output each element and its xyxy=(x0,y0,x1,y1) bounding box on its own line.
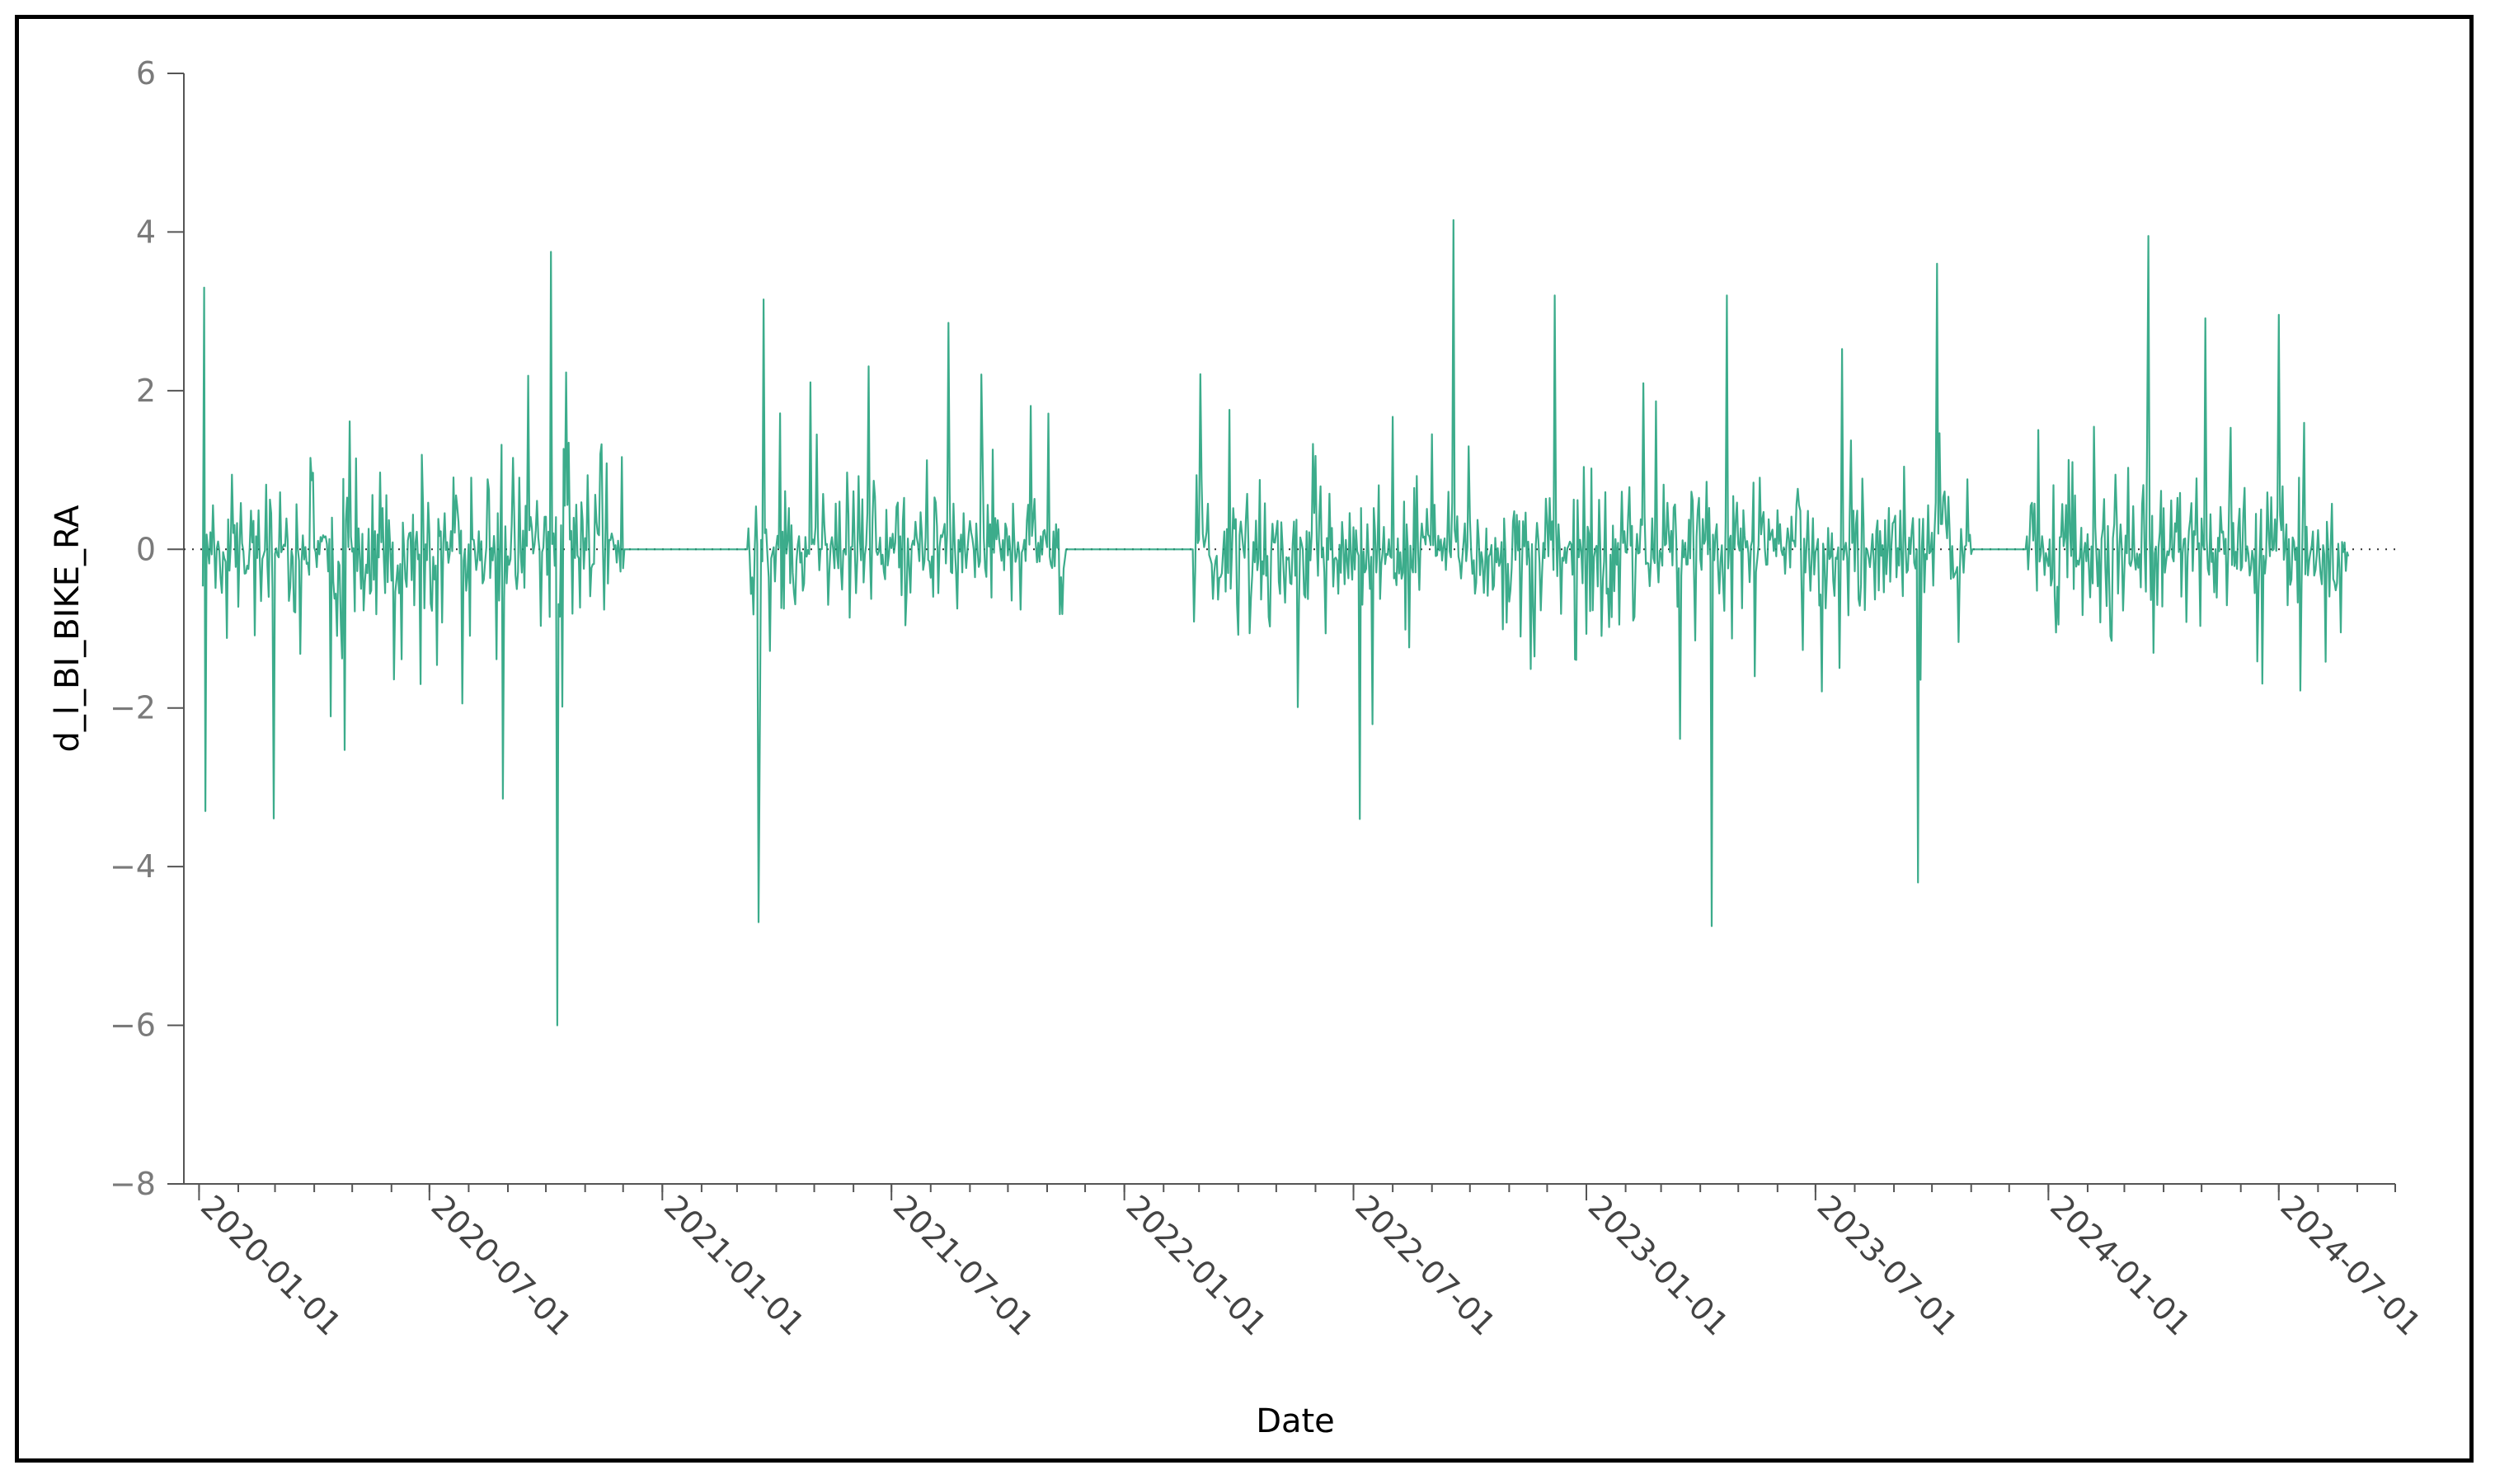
x-tick-label: 2022-01-01 xyxy=(1119,1188,1273,1342)
x-tick-label: 2023-01-01 xyxy=(1581,1188,1736,1342)
x-axis-title: Date xyxy=(1256,1402,1335,1440)
y-tick-label: 2 xyxy=(136,373,156,409)
y-tick-label: −2 xyxy=(110,690,156,726)
y-tick-label: −8 xyxy=(110,1166,156,1202)
chart-frame: 6 4 2 0 −2 −4 −6 −8 2020-01-01 2020-07-01 2021-01… xyxy=(15,15,2474,1463)
y-tick-label: −4 xyxy=(110,848,156,885)
y-axis-title: d_l_BI_BIKE_RA xyxy=(49,505,87,753)
y-tick-label: 4 xyxy=(136,214,156,250)
x-tick-label: 2023-07-01 xyxy=(1811,1188,1965,1342)
axes-group xyxy=(183,73,2395,1185)
series-line xyxy=(201,218,2350,1026)
x-tick-label: 2020-07-01 xyxy=(424,1188,578,1342)
x-tick-label: 2021-07-01 xyxy=(886,1188,1041,1342)
y-tick-label: 0 xyxy=(136,531,156,567)
y-tick-label: −6 xyxy=(110,1007,156,1044)
y-ticks: 6 4 2 0 −2 −4 −6 −8 xyxy=(110,55,184,1202)
y-tick-label: 6 xyxy=(136,55,156,92)
line-chart: 6 4 2 0 −2 −4 −6 −8 2020-01-01 2020-07-01 2021-01… xyxy=(49,55,2428,1440)
x-tick-label: 2024-07-01 xyxy=(2273,1188,2427,1342)
x-tick-label: 2020-01-01 xyxy=(194,1188,348,1342)
x-ticks: 2020-01-01 2020-07-01 2021-01-01 2021-07-01… xyxy=(194,1184,2428,1343)
series-d-l-bi-bike-ra xyxy=(201,218,2350,1026)
x-tick-label: 2024-01-01 xyxy=(2043,1188,2197,1342)
x-tick-label: 2022-07-01 xyxy=(1348,1188,1502,1342)
x-tick-label: 2021-01-01 xyxy=(657,1188,811,1342)
